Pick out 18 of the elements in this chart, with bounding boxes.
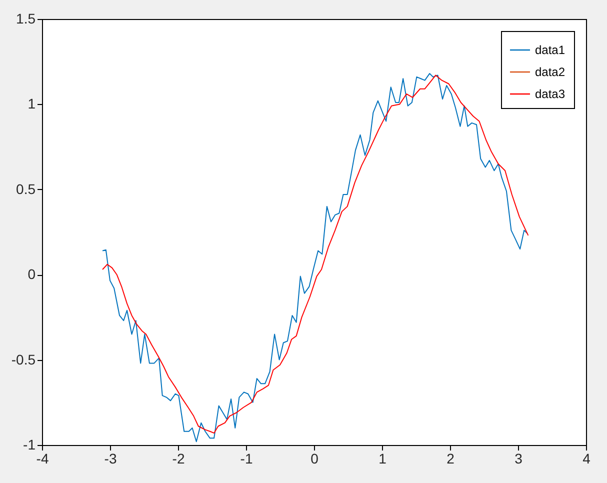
x-tick-label: -2 [172,450,185,466]
x-tick-label: -1 [240,450,253,466]
x-tick-label: 0 [310,450,319,466]
x-tick-label: -4 [36,450,49,466]
legend-label: data1 [535,43,566,57]
x-tick-label: 1 [378,450,387,466]
legend-label: data2 [535,65,566,79]
y-tick-label: -0.5 [11,351,36,368]
y-tick-label: 1.5 [16,10,36,26]
y-tick-label: 1 [28,96,36,112]
y-tick-label: 0.5 [16,180,36,197]
x-tick-label: 4 [582,450,591,466]
legend-label: data3 [535,87,566,101]
x-tick-label: -3 [104,450,117,466]
x-tick-label: 3 [514,450,523,466]
x-tick-label: 2 [446,450,455,466]
y-tick-label: -1 [23,436,36,452]
y-tick-label: 0 [28,266,36,282]
